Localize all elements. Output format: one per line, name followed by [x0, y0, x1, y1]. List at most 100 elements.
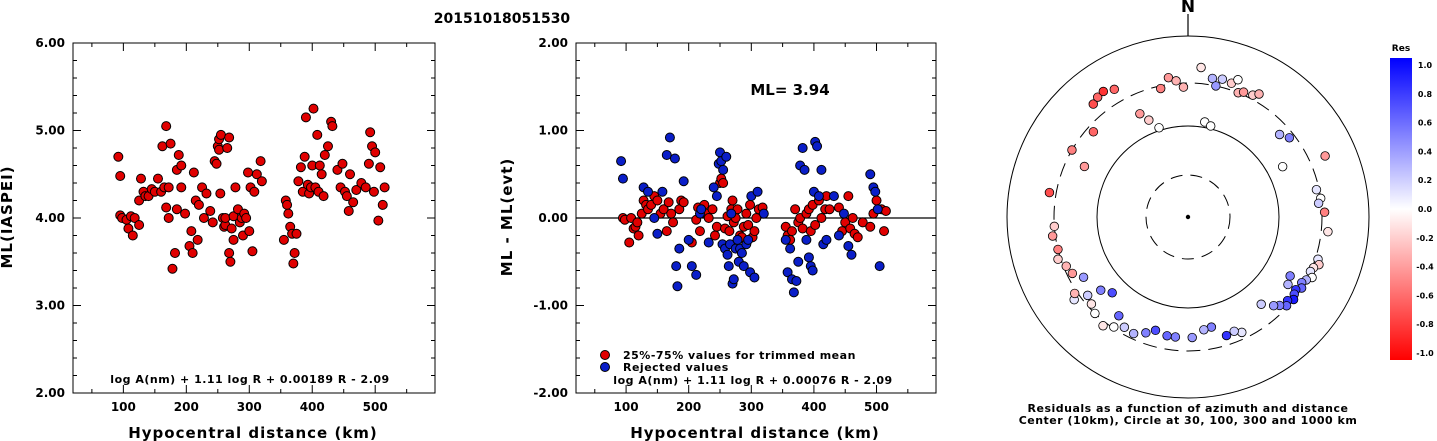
data-point: [289, 248, 300, 258]
data-point: [288, 258, 299, 269]
station-point: [1254, 89, 1264, 99]
data-point: [857, 217, 868, 228]
station-point: [1237, 327, 1247, 338]
data-point: [652, 195, 663, 206]
station-point: [1079, 161, 1090, 172]
data-point: [134, 220, 145, 230]
data-point: [843, 191, 854, 202]
data-point: [193, 199, 204, 210]
data-point: [207, 217, 218, 228]
data-point: [226, 223, 237, 234]
legend-marker-rejected: [600, 362, 610, 372]
station-point: [1082, 290, 1093, 301]
data-point: [308, 103, 319, 114]
data-point: [617, 173, 628, 184]
legend-label-trimmed: 25%-75% values for trimmed mean: [623, 349, 856, 362]
ring-300km: [1053, 82, 1323, 352]
y-tick-label: 5.00: [35, 124, 65, 138]
data-point: [123, 223, 134, 234]
station-point: [1069, 288, 1080, 299]
data-point: [828, 191, 839, 202]
station-point: [1154, 123, 1164, 133]
data-point: [295, 162, 306, 173]
data-point: [230, 182, 241, 193]
colorbar-tick-label: -1.0: [1416, 349, 1434, 358]
data-point: [791, 276, 802, 286]
data-point: [348, 197, 359, 208]
station-point: [1205, 121, 1216, 131]
data-point: [377, 199, 388, 210]
data-point: [243, 167, 254, 178]
station-point: [1199, 325, 1209, 335]
data-point: [846, 249, 857, 260]
data-point: [624, 237, 635, 248]
station-point: [1319, 207, 1330, 217]
magnitude-vs-distance-panel: 100 200 300 400 500 2.00 3.00 4.00 5.00 6.00 Hypo…: [0, 36, 436, 441]
data-point: [205, 206, 216, 216]
data-point: [678, 197, 689, 208]
data-point: [633, 230, 644, 241]
station-point: [1162, 331, 1172, 341]
data-point: [343, 206, 354, 216]
data-point: [222, 143, 233, 153]
residual-vs-distance-panel: 100 200 300 400 500 -2.00 -1.00 0.00 1.00 2.00 ML…: [498, 36, 937, 441]
data-point: [743, 234, 754, 245]
data-point: [241, 213, 252, 223]
data-point: [643, 186, 653, 197]
station-point: [1088, 99, 1098, 109]
data-point: [661, 226, 672, 237]
data-point: [847, 213, 858, 223]
data-point: [666, 208, 677, 219]
y-tick-label: 3.00: [35, 299, 65, 313]
data-point: [318, 191, 329, 202]
station-point: [1187, 332, 1197, 343]
data-point: [824, 204, 835, 215]
data-point: [167, 263, 178, 274]
data-point: [727, 195, 738, 206]
data-point: [649, 213, 660, 223]
station-point: [1044, 187, 1055, 198]
data-point: [152, 173, 163, 184]
data-point: [671, 261, 682, 272]
y-tick-label: -1.00: [533, 299, 568, 313]
data-point: [127, 230, 138, 241]
data-point: [224, 132, 235, 143]
station-point: [1150, 325, 1161, 336]
station-point: [1135, 109, 1145, 119]
data-point: [186, 226, 197, 237]
station-point: [1323, 227, 1333, 237]
station-point: [1107, 288, 1117, 298]
colorbar-tick-label: -0.2: [1416, 234, 1434, 243]
center-point: [1185, 214, 1191, 220]
data-point: [872, 204, 883, 215]
data-point: [870, 186, 881, 197]
data-point: [812, 141, 823, 152]
x-tick-label: 100: [614, 400, 639, 414]
station-point: [1128, 328, 1139, 339]
station-point: [1053, 244, 1063, 255]
data-point: [368, 186, 379, 197]
station-point: [1092, 92, 1103, 102]
data-point: [788, 287, 799, 298]
station-point: [1283, 279, 1293, 290]
station-point: [1171, 76, 1181, 86]
station-point: [1233, 75, 1243, 85]
data-point: [707, 204, 718, 215]
data-point: [816, 164, 827, 175]
y-tick-label: 0.00: [538, 211, 568, 225]
data-point: [163, 182, 174, 193]
data-point: [247, 246, 258, 257]
figure-title: 20151018051530: [434, 11, 571, 27]
colorbar-title: Res: [1392, 44, 1410, 54]
data-point: [652, 228, 663, 239]
data-point: [658, 204, 669, 215]
data-point: [300, 112, 311, 123]
data-point: [345, 169, 356, 180]
data-point: [363, 158, 374, 169]
y-tick-label: 2.00: [538, 36, 568, 50]
data-point: [879, 226, 890, 237]
data-point: [337, 158, 348, 169]
colorbar-tick-label: 0.0: [1418, 205, 1433, 214]
data-point: [244, 226, 255, 237]
data-point: [176, 160, 187, 171]
